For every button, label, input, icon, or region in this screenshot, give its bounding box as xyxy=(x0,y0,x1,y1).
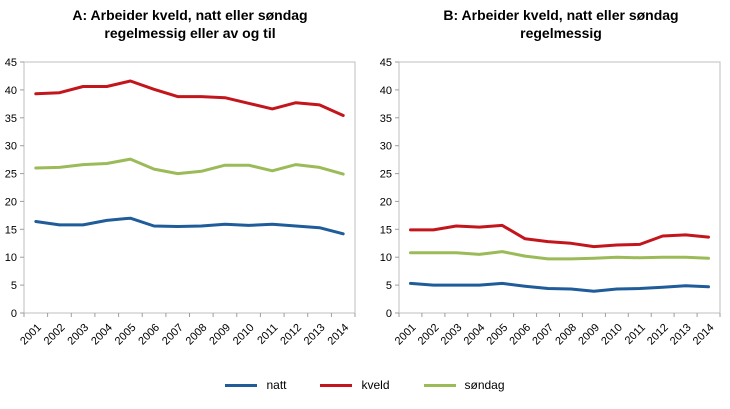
x-tick-label: 2014 xyxy=(326,322,352,348)
y-tick-label: 30 xyxy=(5,141,17,153)
y-tick-label: 0 xyxy=(386,308,392,320)
x-tick-label: 2013 xyxy=(302,322,328,348)
x-tick-label: 2009 xyxy=(576,322,602,348)
y-tick-label: 40 xyxy=(380,85,392,97)
legend: natt kveld søndag xyxy=(0,378,730,392)
legend-line-kveld-icon xyxy=(320,383,353,387)
x-tick-label: 2014 xyxy=(691,322,717,348)
legend-label-natt: natt xyxy=(266,378,287,392)
chart-a-title: A: Arbeider kveld, natt eller søndag reg… xyxy=(72,7,308,42)
chart-b-plot: 0510152025303540452001200220032004200520… xyxy=(380,57,721,348)
legend-item-kveld: kveld xyxy=(320,378,390,392)
x-tick-label: 2010 xyxy=(231,322,257,348)
x-tick-label: 2003 xyxy=(439,322,465,348)
plot-border xyxy=(23,61,356,314)
y-tick-label: 10 xyxy=(380,252,392,264)
x-tick-label: 2011 xyxy=(255,322,280,347)
x-tick-label: 2004 xyxy=(89,322,115,348)
x-tick-label: 2006 xyxy=(136,322,162,348)
y-tick-label: 35 xyxy=(5,113,17,125)
series-kveld xyxy=(409,223,710,249)
y-tick-label: 15 xyxy=(5,224,17,236)
y-tick-label: 20 xyxy=(5,196,17,208)
x-tick-label: 2012 xyxy=(645,322,671,348)
x-tick-label: 2006 xyxy=(507,322,533,348)
y-tick-label: 25 xyxy=(5,169,17,181)
x-tick-label: 2005 xyxy=(113,322,139,348)
chart-b: B: Arbeider kveld, natt eller søndag reg… xyxy=(365,0,730,375)
x-tick-label: 2011 xyxy=(623,322,648,347)
x-tick-label: 2010 xyxy=(599,322,625,348)
series-søndag xyxy=(34,157,345,176)
series-kveld xyxy=(34,79,345,117)
y-tick-label: 45 xyxy=(380,57,392,69)
x-tick-label: 2008 xyxy=(553,322,579,348)
series-søndag xyxy=(409,250,710,261)
series-natt xyxy=(34,216,345,236)
x-tick-label: 2007 xyxy=(160,322,186,348)
legend-label-sondag: søndag xyxy=(464,378,505,392)
x-tick-label: 2003 xyxy=(65,322,91,348)
legend-item-natt: natt xyxy=(225,378,286,392)
y-tick-label: 15 xyxy=(380,224,392,236)
chart-a: A: Arbeider kveld, natt eller søndag reg… xyxy=(0,0,365,375)
legend-label-kveld: kveld xyxy=(361,378,390,392)
y-tick-label: 5 xyxy=(11,280,17,292)
x-tick-label: 2002 xyxy=(416,322,442,348)
plot-border xyxy=(398,61,721,314)
chart-b-title: B: Arbeider kveld, natt eller søndag reg… xyxy=(443,7,679,42)
x-tick-label: 2007 xyxy=(530,322,556,348)
y-tick-label: 45 xyxy=(5,57,17,69)
series-natt xyxy=(409,281,710,293)
y-tick-label: 25 xyxy=(380,169,392,181)
y-tick-label: 35 xyxy=(380,113,392,125)
x-tick-label: 2009 xyxy=(207,322,233,348)
y-tick-label: 5 xyxy=(386,280,392,292)
chart-a-plot: 0510152025303540452001200220032004200520… xyxy=(5,57,356,348)
x-tick-label: 2004 xyxy=(462,322,488,348)
x-tick-label: 2002 xyxy=(42,322,68,348)
x-tick-label: 2001 xyxy=(393,322,419,348)
legend-line-natt-icon xyxy=(225,383,258,387)
x-tick-label: 2013 xyxy=(668,322,694,348)
y-tick-label: 40 xyxy=(5,85,17,97)
x-tick-label: 2008 xyxy=(184,322,210,348)
y-tick-label: 20 xyxy=(380,196,392,208)
x-tick-label: 2001 xyxy=(18,322,44,348)
x-tick-label: 2005 xyxy=(485,322,511,348)
y-tick-label: 0 xyxy=(11,308,17,320)
x-tick-label: 2012 xyxy=(278,322,304,348)
y-tick-label: 30 xyxy=(380,141,392,153)
y-tick-label: 10 xyxy=(5,252,17,264)
legend-line-sondag-icon xyxy=(423,383,456,387)
legend-item-sondag: søndag xyxy=(423,378,505,392)
